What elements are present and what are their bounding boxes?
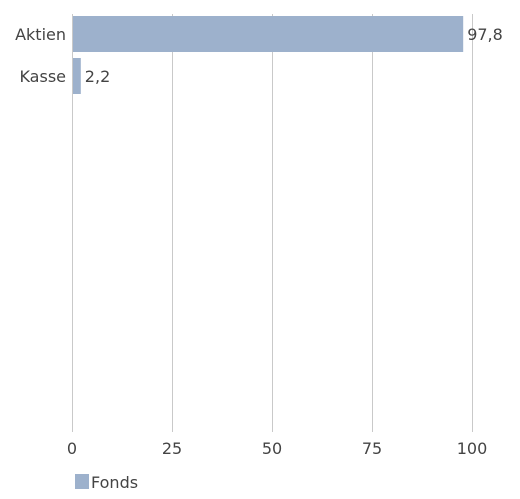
value-labels: 97,8 2,2 [85, 25, 503, 86]
data-label: 2,2 [85, 67, 110, 86]
bars [73, 16, 464, 94]
bar [73, 16, 464, 52]
legend-swatch [75, 474, 89, 489]
legend-label: Fonds [91, 473, 138, 492]
x-tick-label: 75 [362, 439, 382, 458]
category-labels: Aktien Kasse [15, 25, 66, 86]
gridlines [72, 14, 473, 432]
x-tick-label: 25 [162, 439, 182, 458]
data-label: 97,8 [467, 25, 503, 44]
legend: Fonds [75, 473, 138, 492]
x-tick-label: 50 [262, 439, 282, 458]
category-label: Aktien [15, 25, 66, 44]
x-tick-label: 100 [457, 439, 488, 458]
x-tick-label: 0 [67, 439, 77, 458]
bar [73, 58, 81, 94]
x-axis-tick-labels: 0 25 50 75 100 [67, 439, 487, 458]
category-label: Kasse [19, 67, 66, 86]
